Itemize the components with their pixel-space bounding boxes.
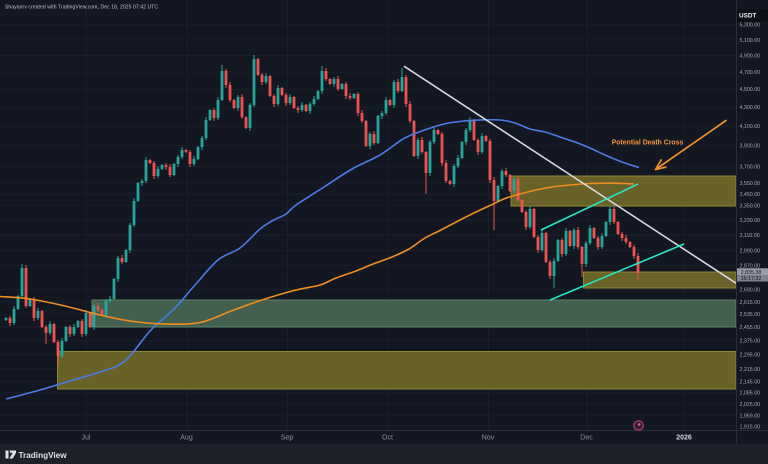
svg-text:1,915.00: 1,915.00 [740, 424, 761, 430]
svg-text:3,110.00: 3,110.00 [740, 233, 760, 239]
svg-text:5,300.00: 5,300.00 [740, 23, 761, 29]
svg-text:2,690.00: 2,690.00 [740, 288, 761, 294]
svg-text:4,700.00: 4,700.00 [740, 70, 761, 76]
svg-text:2,990.00: 2,990.00 [740, 249, 761, 255]
svg-text:3,450.00: 3,450.00 [740, 192, 761, 198]
svg-text:3,700.00: 3,700.00 [740, 165, 761, 171]
svg-text:2,870.00: 2,870.00 [740, 264, 761, 270]
svg-text:Shayanrv created with TradingV: Shayanrv created with TradingView.com, D… [5, 5, 158, 11]
svg-text:2,615.00: 2,615.00 [740, 300, 761, 306]
svg-text:2,215.00: 2,215.00 [740, 367, 761, 373]
svg-text:2,835.38: 2,835.38 [741, 270, 762, 276]
svg-text:TradingView: TradingView [19, 451, 68, 460]
svg-text:3,350.00: 3,350.00 [740, 204, 761, 210]
svg-text:4,900.00: 4,900.00 [740, 54, 761, 60]
svg-text:Dec: Dec [580, 434, 593, 441]
svg-text:3,550.00: 3,550.00 [740, 181, 761, 187]
svg-text:3,230.00: 3,230.00 [740, 218, 761, 224]
svg-text:Oct: Oct [382, 434, 393, 441]
svg-text:2,025.00: 2,025.00 [740, 402, 761, 408]
svg-text:2,535.00: 2,535.00 [740, 312, 761, 318]
svg-text:2,455.00: 2,455.00 [740, 325, 761, 331]
svg-text:Jul: Jul [82, 434, 91, 441]
svg-text:4,500.00: 4,500.00 [740, 87, 761, 93]
svg-text:4,300.00: 4,300.00 [740, 105, 761, 111]
svg-text:Potential Death Cross: Potential Death Cross [612, 139, 684, 146]
svg-text:2026: 2026 [676, 434, 692, 441]
svg-text:5,100.00: 5,100.00 [740, 38, 761, 44]
svg-text:3,900.00: 3,900.00 [740, 144, 761, 150]
svg-text:4,100.00: 4,100.00 [740, 124, 761, 130]
svg-text:USDT: USDT [739, 13, 756, 20]
svg-text:1,969.00: 1,969.00 [740, 413, 761, 419]
svg-text:2,295.00: 2,295.00 [740, 353, 761, 359]
svg-text:2,085.00: 2,085.00 [740, 391, 761, 397]
svg-text:16:17:32: 16:17:32 [741, 276, 762, 282]
svg-text:Nov: Nov [482, 434, 495, 441]
svg-text:Sep: Sep [281, 434, 294, 441]
svg-text:2,375.00: 2,375.00 [740, 339, 761, 345]
svg-text:Aug: Aug [180, 434, 193, 441]
svg-text:2,145.00: 2,145.00 [740, 380, 761, 386]
